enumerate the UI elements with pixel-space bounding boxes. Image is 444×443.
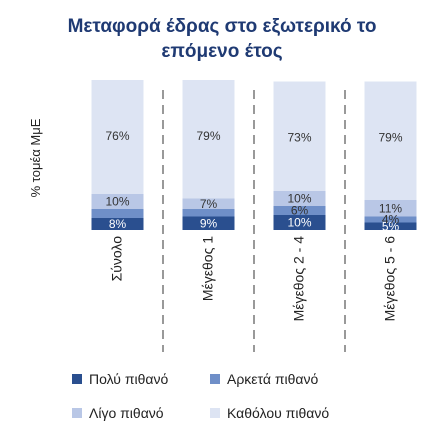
legend-label-not-likely: Καθόλου πιθανό — [227, 405, 330, 421]
legend-label-very-likely: Πολύ πιθανό — [89, 371, 169, 387]
data-label-size-5-6-slightly-likely: 11% — [379, 201, 402, 215]
bar-size-2-4-slightly-likely — [273, 191, 326, 206]
bar-total-fairly-likely — [91, 209, 144, 218]
bar-size-2-4-not-likely — [273, 81, 326, 191]
bar-size-1-slightly-likely — [182, 198, 235, 209]
x-tick-label-size-1: Μέγεθος 1 — [200, 236, 216, 301]
legend-item-fairly-likely: Αρκετά πιθανό — [210, 370, 410, 388]
x-tick-label-size-2-4: Μέγεθος 2 - 4 — [291, 236, 307, 322]
data-label-size-1-slightly-likely: 7% — [200, 197, 218, 211]
data-label-size-2-4-very-likely: 10% — [287, 216, 311, 230]
data-label-size-5-6-not-likely: 79% — [378, 131, 402, 145]
bar-size-1-fairly-likely — [182, 209, 235, 217]
legend-swatch-fairly-likely — [210, 374, 220, 384]
data-label-total-slightly-likely: 10% — [105, 195, 129, 209]
bar-size-2-4-very-likely — [273, 215, 326, 230]
legend-item-slightly-likely: Λίγο πιθανό — [72, 404, 210, 422]
bar-size-5-6-not-likely — [364, 81, 417, 200]
bar-size-5-6-very-likely — [364, 222, 417, 230]
bar-size-5-6-fairly-likely — [364, 216, 417, 223]
bar-total-not-likely — [91, 80, 144, 194]
chart-title-line-1: Μεταφορά έδρας στο εξωτερικό το — [67, 16, 377, 37]
y-axis-label: % τομέα ΜμΕ — [28, 118, 43, 197]
chart-title: Μεταφορά έδρας στο εξωτερικό το επόμενο … — [0, 14, 444, 64]
legend-item-very-likely: Πολύ πιθανό — [72, 370, 210, 388]
data-label-size-2-4-slightly-likely: 10% — [287, 192, 311, 206]
bar-size-5-6-slightly-likely — [364, 200, 417, 217]
data-label-size-5-6-very-likely: 5% — [382, 219, 400, 233]
chart-title-line-2: επόμενο έτος — [161, 41, 283, 62]
bar-total-very-likely — [91, 218, 144, 230]
x-tick-label-total: Σύνολο — [109, 236, 125, 282]
legend-swatch-very-likely — [72, 374, 82, 384]
data-label-size-2-4-not-likely: 73% — [287, 131, 311, 145]
bar-total-slightly-likely — [91, 194, 144, 209]
data-label-total-not-likely: 76% — [105, 129, 129, 143]
data-label-size-1-not-likely: 79% — [196, 129, 220, 143]
data-label-size-1-very-likely: 9% — [200, 216, 218, 230]
data-label-size-5-6-fairly-likely: 4% — [382, 213, 400, 227]
legend: Πολύ πιθανό Αρκετά πιθανό Λίγο πιθανό Κα… — [72, 370, 432, 422]
bar-size-1-very-likely — [182, 216, 235, 230]
data-label-size-2-4-fairly-likely: 6% — [291, 204, 309, 218]
legend-swatch-slightly-likely — [72, 408, 82, 418]
bar-size-2-4-fairly-likely — [273, 206, 326, 215]
bar-size-1-not-likely — [182, 80, 235, 199]
legend-label-fairly-likely: Αρκετά πιθανό — [227, 371, 319, 387]
legend-item-not-likely: Καθόλου πιθανό — [210, 404, 410, 422]
legend-label-slightly-likely: Λίγο πιθανό — [89, 405, 164, 421]
x-tick-label-size-5-6: Μέγεθος 5 - 6 — [382, 236, 398, 322]
legend-swatch-not-likely — [210, 408, 220, 418]
data-label-total-very-likely: 8% — [109, 217, 127, 231]
